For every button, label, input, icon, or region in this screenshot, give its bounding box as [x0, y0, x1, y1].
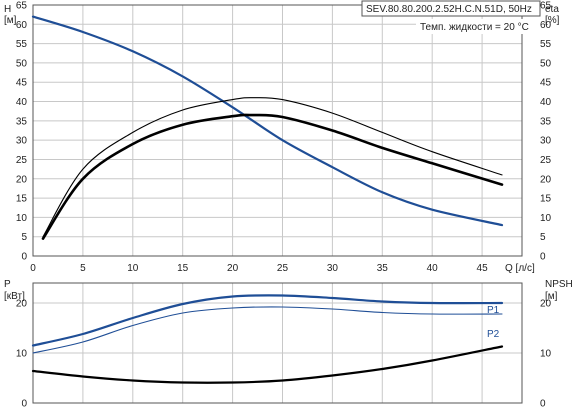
upper-right-tick-label: 40 — [540, 97, 552, 108]
x-tick-label: 25 — [277, 263, 289, 274]
npsh-axis-unit: [м] — [545, 291, 558, 302]
x-axis-label: Q [л/с] — [505, 263, 535, 274]
info-box-medium-frame — [416, 19, 540, 34]
lower-plot-frame — [32, 282, 523, 404]
upper-left-tick-label: 60 — [16, 20, 28, 31]
npsh-curve — [31, 345, 504, 384]
lower-right-tick-label: 20 — [540, 299, 552, 310]
upper-right-tick-labels: 0 5 10 15 20 25 30 35 40 45 50 55 60 65 — [540, 1, 552, 263]
upper-right-tick-label: 15 — [540, 194, 552, 205]
upper-panel: H [м] eta [%] 05101520253035404550556065… — [4, 0, 560, 274]
upper-left-tick-label: 0 — [21, 252, 27, 263]
series-label-p2: P2 — [487, 329, 500, 340]
lower-panel: P [кВт] NPSH [м] 0 10 20 0 10 20 P1 P2 — [4, 279, 573, 410]
upper-left-tick-label: 45 — [16, 78, 28, 89]
x-tick-label: 40 — [427, 263, 439, 274]
upper-right-tick-label: 30 — [540, 136, 552, 147]
upper-right-tick-label: 20 — [540, 174, 552, 185]
x-tick-label: 5 — [80, 263, 86, 274]
upper-right-tick-label: 45 — [540, 78, 552, 89]
upper-right-tick-label: 60 — [540, 20, 552, 31]
p2-curve — [32, 306, 503, 354]
x-tick-label: 30 — [327, 263, 339, 274]
power-axis-label: P — [4, 279, 11, 290]
x-tick-labels: 0 5 10 15 20 25 30 35 40 45 — [30, 263, 488, 274]
upper-right-tick-label: 0 — [540, 252, 546, 263]
lower-right-tick-label: 0 — [540, 399, 546, 410]
upper-right-tick-label: 50 — [540, 58, 552, 69]
h-curve — [31, 15, 504, 227]
x-tick-label: 0 — [30, 263, 36, 274]
info-box-model-frame — [361, 0, 541, 17]
left-axis-label: H — [4, 4, 11, 15]
upper-left-tick-label: 35 — [16, 116, 28, 127]
upper-left-tick-label: 25 — [16, 155, 28, 166]
power-axis-unit: [кВт] — [4, 291, 25, 302]
x-tick-label: 20 — [227, 263, 239, 274]
eta2-curve — [42, 97, 503, 238]
lower-left-tick-labels: 0 10 20 — [16, 299, 28, 410]
upper-left-tick-label: 30 — [16, 136, 28, 147]
info-box: SEV.80.80.200.2.52H.C.N.51D, 50Hz Темп. … — [361, 0, 541, 34]
upper-right-tick-label: 10 — [540, 213, 552, 224]
x-tick-label: 35 — [377, 263, 389, 274]
upper-grid — [33, 5, 522, 256]
upper-left-tick-label: 40 — [16, 97, 28, 108]
lower-series — [31, 294, 504, 384]
npsh-axis-label: NPSH — [545, 279, 573, 290]
upper-right-tick-label: 5 — [540, 232, 546, 243]
upper-right-tick-label: 65 — [540, 1, 552, 12]
upper-left-tick-label: 5 — [21, 232, 27, 243]
lower-left-tick-label: 10 — [16, 349, 28, 360]
upper-left-tick-label: 50 — [16, 58, 28, 69]
left-axis-unit: [м] — [4, 15, 17, 26]
eta-curve — [41, 113, 504, 240]
lower-right-tick-label: 10 — [540, 349, 552, 360]
upper-plot-frame — [32, 4, 523, 257]
lower-right-tick-labels: 0 10 20 — [540, 299, 552, 410]
lower-grid — [33, 283, 522, 403]
upper-right-tick-label: 55 — [540, 39, 552, 50]
right-axis-label: eta — [545, 4, 559, 15]
info-box-medium: Темп. жидкости = 20 °C — [420, 22, 529, 33]
x-tick-label: 15 — [177, 263, 189, 274]
p1-curve — [31, 294, 504, 347]
series-label-p1: P1 — [487, 305, 500, 316]
upper-left-tick-label: 15 — [16, 194, 28, 205]
upper-series — [31, 15, 504, 240]
x-tick-label: 45 — [477, 263, 489, 274]
upper-left-tick-label: 20 — [16, 174, 28, 185]
upper-right-tick-label: 25 — [540, 155, 552, 166]
lower-left-tick-label: 20 — [16, 299, 28, 310]
upper-left-tick-labels: 0 5 10 15 20 25 30 35 40 45 50 55 60 65 — [16, 1, 28, 263]
lower-left-tick-label: 0 — [21, 399, 27, 410]
upper-left-tick-label: 10 — [16, 213, 28, 224]
right-axis-unit: [%] — [545, 15, 560, 26]
upper-right-tick-label: 35 — [540, 116, 552, 127]
info-box-model: SEV.80.80.200.2.52H.C.N.51D, 50Hz — [366, 4, 532, 15]
upper-left-tick-label: 55 — [16, 39, 28, 50]
x-tick-label: 10 — [127, 263, 139, 274]
upper-left-tick-label: 65 — [16, 1, 28, 12]
